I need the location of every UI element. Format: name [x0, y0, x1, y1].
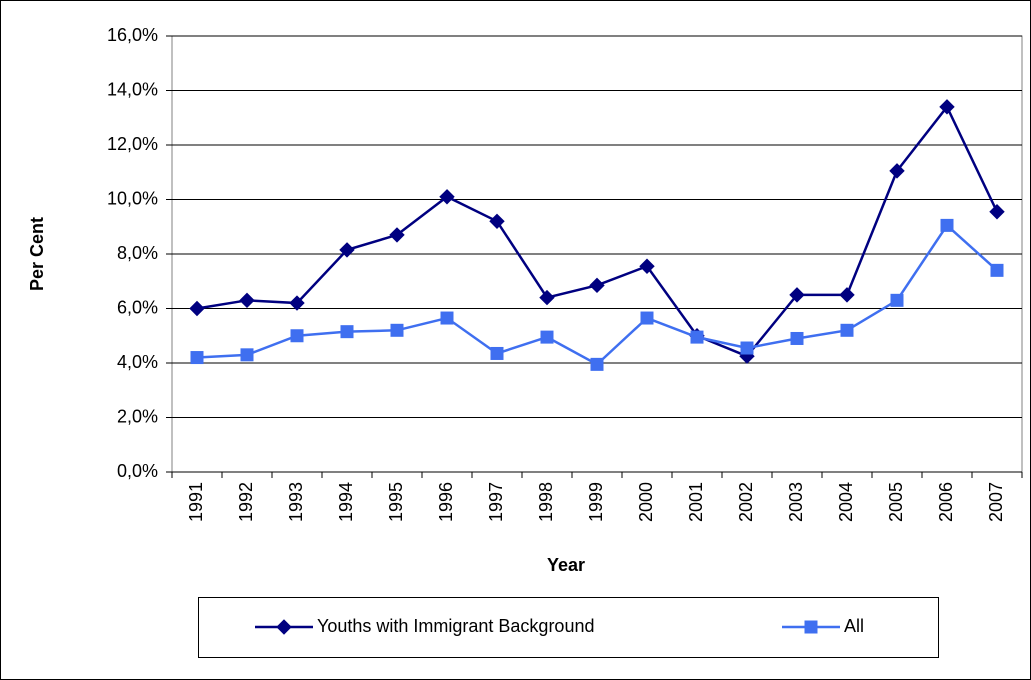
data-point [540, 330, 554, 344]
data-point [240, 348, 254, 362]
x-tick-label: 2002 [736, 482, 756, 522]
data-point [190, 351, 204, 365]
data-point [340, 325, 354, 339]
x-tick-label: 1991 [186, 482, 206, 522]
data-point [789, 287, 805, 303]
y-tick-label: 8,0% [117, 243, 158, 263]
x-tick-label: 1993 [286, 482, 306, 522]
data-point [239, 292, 255, 309]
x-tick-label: 2003 [786, 482, 806, 522]
legend-marker [276, 619, 292, 635]
data-point [889, 163, 905, 179]
data-point [690, 330, 704, 344]
data-point [389, 227, 405, 243]
data-point [440, 311, 454, 325]
x-tick-label: 2000 [636, 482, 656, 522]
data-point [189, 300, 205, 317]
y-tick-label: 6,0% [117, 297, 158, 317]
data-point [589, 277, 605, 294]
data-point [990, 263, 1004, 277]
x-tick-label: 1997 [486, 482, 506, 522]
data-point [940, 218, 954, 232]
x-tick-label: 1999 [586, 482, 606, 522]
data-point [939, 99, 955, 115]
x-tick-label: 2006 [936, 482, 956, 522]
x-tick-label: 1995 [386, 482, 406, 522]
x-tick-label: 1998 [536, 482, 556, 522]
data-point [490, 346, 504, 360]
x-tick-label: 2004 [836, 482, 856, 522]
x-tick-label: 2001 [686, 482, 706, 522]
y-tick-label: 14,0% [107, 79, 158, 99]
data-point [890, 293, 904, 307]
y-axis-title: Per Cent [27, 217, 47, 291]
data-point [740, 341, 754, 355]
data-point [590, 357, 604, 371]
data-point [390, 323, 404, 337]
data-point [639, 258, 655, 274]
x-tick-label: 2005 [886, 482, 906, 522]
data-point [839, 287, 855, 303]
x-tick-label: 1994 [336, 482, 356, 522]
data-point [289, 295, 305, 311]
data-point [489, 213, 505, 230]
y-tick-label: 10,0% [107, 188, 158, 208]
y-tick-label: 4,0% [117, 352, 158, 372]
data-point [339, 242, 355, 258]
y-tick-label: 12,0% [107, 134, 158, 154]
data-point [290, 329, 304, 343]
data-point [840, 323, 854, 337]
y-tick-label: 16,0% [107, 25, 158, 45]
legend-label: All [844, 616, 864, 636]
y-tick-label: 2,0% [117, 406, 158, 426]
x-tick-label: 1992 [236, 482, 256, 522]
y-tick-label: 0,0% [117, 461, 158, 481]
data-point [539, 289, 555, 306]
data-point [989, 204, 1005, 220]
x-tick-label: 1996 [436, 482, 456, 522]
data-point [439, 189, 455, 205]
data-point [790, 331, 804, 345]
legend-label: Youths with Immigrant Background [317, 616, 594, 636]
legend-marker [804, 620, 818, 634]
data-point [640, 311, 654, 325]
x-tick-label: 2007 [986, 482, 1006, 522]
x-axis-title: Year [547, 555, 585, 575]
